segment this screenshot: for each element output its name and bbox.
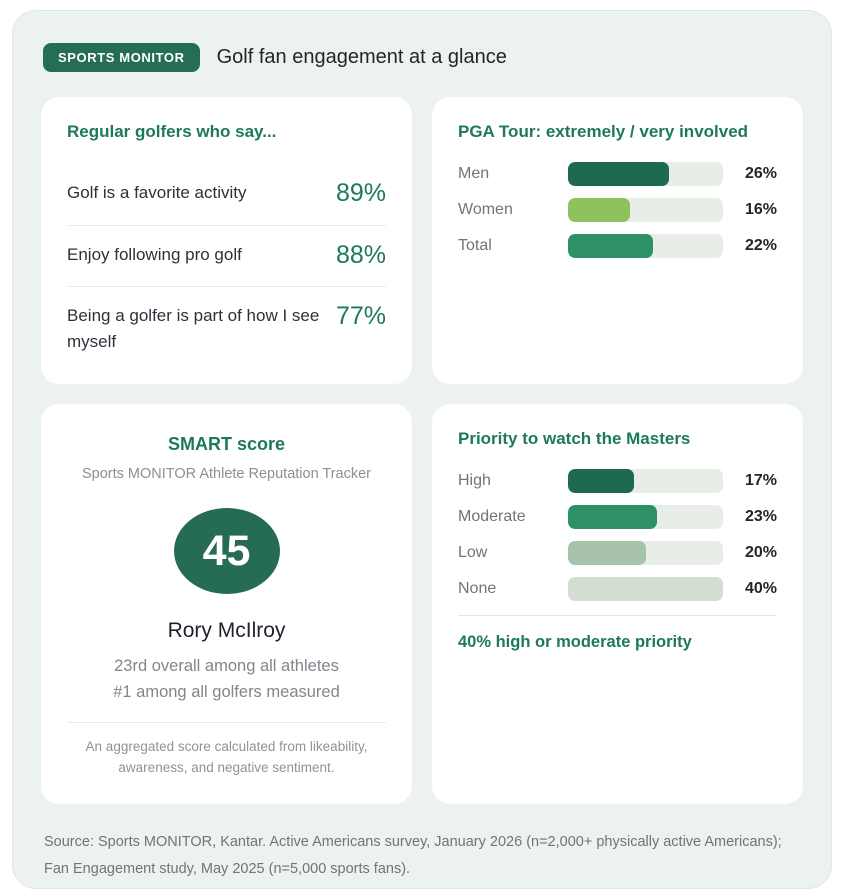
- bar-value: 20%: [744, 544, 777, 561]
- bar-fill: [568, 469, 634, 493]
- card-pga-involvement: PGA Tour: extremely / very involved Men …: [432, 97, 803, 384]
- priority-summary: 40% high or moderate priority: [458, 633, 692, 651]
- stat-value: 77%: [335, 302, 386, 330]
- athlete-rank: 23rd overall among all athletes #1 among…: [113, 654, 340, 705]
- stat-row: Enjoy following pro golf 88%: [67, 224, 386, 287]
- bar-track: [568, 541, 723, 565]
- bar-track: [568, 469, 723, 493]
- bar-value: 22%: [744, 237, 777, 254]
- bar-label: Total: [458, 237, 492, 254]
- bar-row: Total 22%: [458, 234, 777, 258]
- source-note: Source: Sports MONITOR, Kantar. Active A…: [44, 834, 782, 877]
- bar-fill: [568, 541, 646, 565]
- bar-row: Moderate 23%: [458, 505, 777, 529]
- rank-line: 23rd overall among all athletes: [114, 657, 339, 676]
- card-title: SMART score: [167, 434, 286, 454]
- card-subtitle: Sports MONITOR Athlete Reputation Tracke…: [81, 466, 372, 482]
- dashboard-container: SPORTS MONITOR Golf fan engagement at a …: [12, 10, 832, 889]
- divider: [67, 722, 386, 724]
- bar-fill: [568, 577, 723, 601]
- bar-value: 40%: [744, 580, 777, 597]
- stat-label: Enjoy following pro golf: [67, 244, 242, 264]
- bar-row: High 17%: [458, 469, 777, 493]
- stat-value: 89%: [335, 179, 386, 207]
- bar-chart-masters: High 17% Moderate 23% Low 20% None: [458, 469, 777, 601]
- brand-badge: SPORTS MONITOR: [43, 43, 200, 72]
- bar-fill: [568, 234, 654, 258]
- stat-label: Being a golfer is part of how I see myse…: [67, 306, 320, 352]
- stat-value: 88%: [335, 240, 386, 269]
- bar-label: Men: [458, 165, 490, 182]
- card-title: Regular golfers who say...: [67, 122, 277, 141]
- bar-row: None 40%: [458, 577, 777, 601]
- bar-row: Men 26%: [458, 162, 777, 186]
- bar-row: Women 16%: [458, 198, 777, 222]
- bar-label: High: [458, 472, 491, 489]
- bar-chart-pga: Men 26% Women 16% Total 22%: [458, 162, 777, 258]
- card-grid: Regular golfers who say... Golf is a fav…: [41, 97, 803, 804]
- card-masters-priority: Priority to watch the Masters High 17% M…: [432, 404, 803, 804]
- bar-value: 23%: [744, 508, 777, 525]
- bar-label: Moderate: [458, 508, 526, 525]
- header: SPORTS MONITOR Golf fan engagement at a …: [43, 43, 801, 72]
- bar-track: [568, 198, 723, 222]
- page-title: Golf fan engagement at a glance: [216, 46, 507, 68]
- score-circle: 45: [173, 508, 280, 595]
- rank-line: #1 among all golfers measured: [113, 682, 340, 701]
- bar-value: 26%: [744, 165, 777, 182]
- card-smart-score: SMART score Sports MONITOR Athlete Reput…: [41, 404, 412, 804]
- bar-value: 17%: [744, 472, 777, 489]
- bar-row: Low 20%: [458, 541, 777, 565]
- stat-label: Golf is a favorite activity: [67, 183, 247, 202]
- bar-label: Women: [458, 201, 513, 218]
- bar-track: [568, 505, 723, 529]
- card-title: PGA Tour: extremely / very involved: [458, 122, 749, 141]
- divider: [458, 615, 777, 616]
- stat-row: Being a golfer is part of how I see myse…: [67, 286, 386, 373]
- bar-fill: [568, 162, 669, 186]
- stat-list: Golf is a favorite activity 89% Enjoy fo…: [67, 164, 386, 373]
- bar-label: Low: [458, 544, 488, 561]
- bar-track: [568, 234, 723, 258]
- bar-track: [568, 162, 723, 186]
- bar-value: 16%: [744, 201, 777, 218]
- card-title: Priority to watch the Masters: [458, 429, 691, 448]
- card-regular-golfers: Regular golfers who say... Golf is a fav…: [41, 97, 412, 384]
- bar-label: None: [458, 580, 497, 597]
- score-footnote: An aggregated score calculated from like…: [85, 739, 368, 776]
- athlete-name: Rory McIlroy: [167, 619, 286, 643]
- bar-track: [568, 577, 723, 601]
- stat-row: Golf is a favorite activity 89%: [67, 164, 386, 225]
- bar-fill: [568, 198, 630, 222]
- bar-fill: [568, 505, 658, 529]
